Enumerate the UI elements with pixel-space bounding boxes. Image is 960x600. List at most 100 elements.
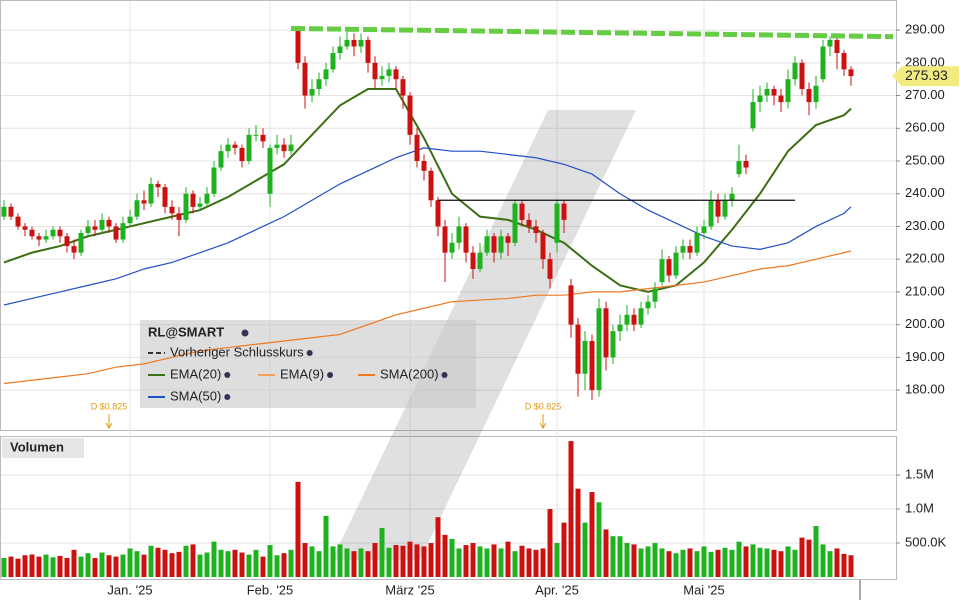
volume-bar (134, 551, 140, 577)
candle-body (722, 200, 728, 217)
legend-icon (306, 350, 313, 356)
volume-bar (547, 509, 553, 577)
candle-body (743, 161, 749, 168)
volume-bar (106, 555, 112, 577)
volume-bar (204, 552, 210, 577)
volume-bar (36, 556, 42, 577)
volume-bar (645, 546, 651, 577)
legend-item: EMA(20) (170, 366, 221, 381)
volume-bar (155, 547, 161, 577)
volume-bar (498, 548, 504, 577)
candle-body (750, 102, 756, 129)
candle-body (176, 213, 182, 220)
legend-symbol: RL@SMART (148, 324, 224, 339)
candle-body (414, 134, 420, 162)
dividend-arrow (105, 414, 113, 429)
candle-body (211, 167, 217, 194)
volume-bar (659, 548, 665, 577)
volume-bar (589, 492, 595, 577)
volume-bar (127, 548, 133, 577)
volume-bar (603, 529, 609, 577)
candle-body (519, 203, 525, 220)
candle-body (701, 226, 707, 233)
volume-bar (400, 545, 406, 577)
ma-line (3, 147, 852, 306)
candle-body (687, 246, 693, 253)
volume-bar (715, 549, 721, 577)
volume-bar (701, 546, 707, 577)
volume-bar (120, 554, 126, 577)
marks: 180.00 190.00 200.00 210.00 220.00 230.00 240.… (1, 22, 959, 597)
candle-body (652, 288, 658, 302)
volume-bar (295, 481, 301, 577)
volume-bar (568, 441, 574, 577)
volume-bar (610, 536, 616, 577)
volume-bar (533, 549, 539, 577)
volume-bar (414, 544, 420, 577)
candle-body (533, 226, 539, 233)
candle-body (379, 75, 385, 80)
candle-body (771, 89, 777, 96)
volume-bar (757, 547, 763, 577)
candle-body (204, 193, 210, 204)
volume-bar (722, 547, 728, 577)
candle-body (736, 161, 742, 175)
volume-bar (309, 546, 315, 577)
volume-bar (421, 546, 427, 577)
candle-body (715, 200, 721, 217)
legend-box (140, 320, 476, 408)
y-tick-label: 260.00 (905, 120, 945, 135)
y-tick-label: 220.00 (905, 251, 945, 266)
volume-bar (393, 545, 399, 577)
volume-bar (211, 541, 217, 577)
ma-line (3, 88, 852, 293)
volume-bar (281, 553, 287, 577)
volume-bar (694, 551, 700, 577)
volume-bar (379, 528, 385, 577)
candle-body (148, 183, 154, 204)
volume-bar (183, 545, 189, 577)
candle-body (127, 216, 133, 224)
y-tick-label: 190.00 (905, 349, 945, 364)
candle-body (575, 324, 581, 374)
volume-bar (323, 515, 329, 577)
candle-body (827, 39, 833, 47)
candle-body (169, 206, 175, 214)
candle-body (43, 236, 49, 240)
volume-bar (337, 544, 343, 577)
candle-body (316, 79, 322, 90)
volume-bar (778, 551, 784, 577)
candle-body (659, 259, 665, 283)
candle-body (260, 134, 266, 142)
y-tick-label: 1.0M (905, 500, 934, 515)
candle-body (582, 340, 588, 374)
candle-body (162, 187, 168, 207)
candle-body (463, 226, 469, 253)
volume-bar (253, 549, 259, 577)
candle-body (295, 30, 301, 63)
candle-body (477, 252, 483, 269)
volume-bar (148, 545, 154, 577)
volume-bar (365, 551, 371, 577)
volume-bar (162, 549, 168, 577)
candle-body (267, 147, 273, 194)
candle-body (22, 226, 28, 230)
volume-bar (806, 539, 812, 577)
candle-body (645, 301, 651, 309)
candle-body (288, 144, 294, 152)
volume-bar (225, 551, 231, 577)
volume-bar (512, 551, 518, 577)
volume-bar (540, 548, 546, 577)
candle-body (50, 229, 56, 237)
candle-body (232, 144, 238, 148)
volume-bar (666, 551, 672, 577)
volume-bar (680, 549, 686, 577)
candle-body (274, 144, 280, 148)
candle-body (778, 95, 784, 103)
volume-bar (708, 551, 714, 577)
volume-bar (841, 553, 847, 577)
candle-body (631, 314, 637, 325)
volume-bar (792, 549, 798, 577)
candle-body (183, 193, 189, 220)
candle-body (99, 219, 105, 230)
